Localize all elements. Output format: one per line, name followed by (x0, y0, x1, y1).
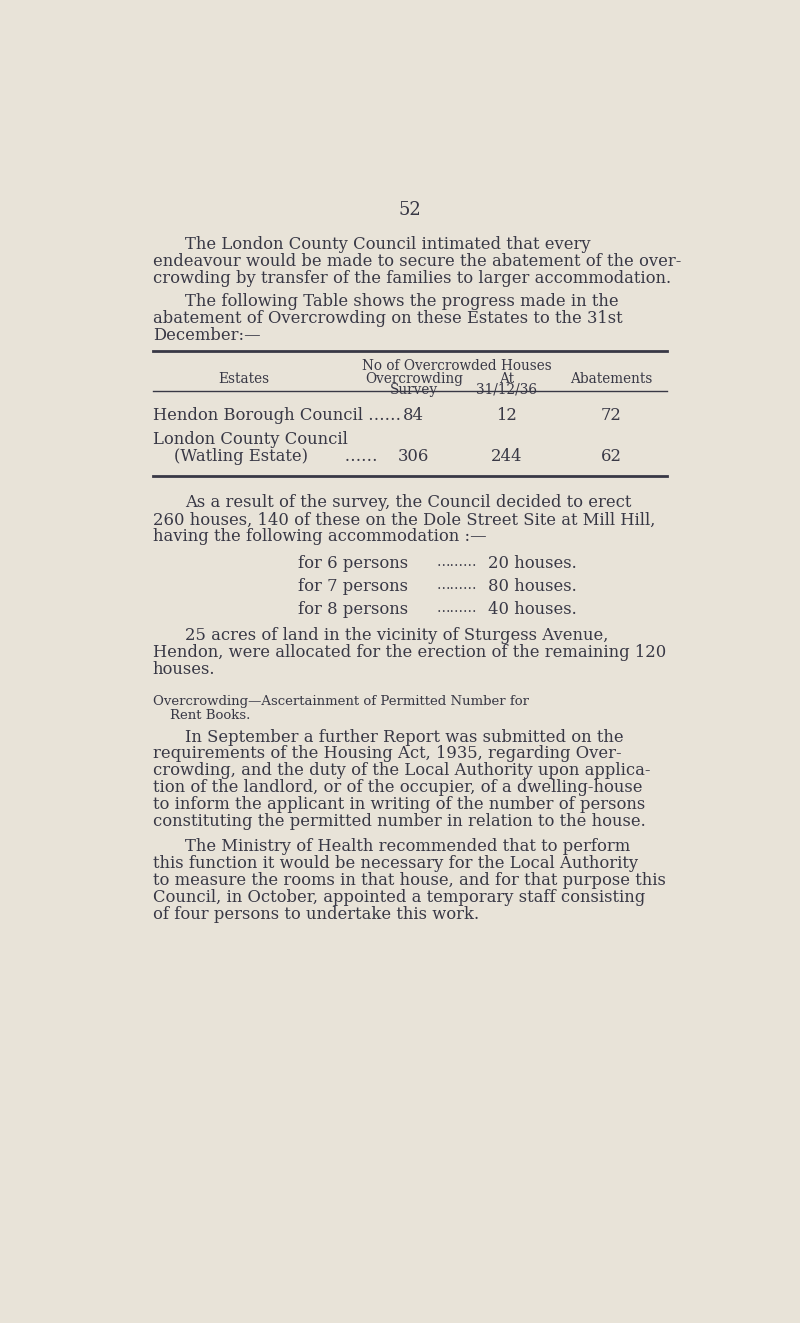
Text: The Ministry of Health recommended that to perform: The Ministry of Health recommended that … (186, 837, 630, 855)
Text: to inform the applicant in writing of the number of persons: to inform the applicant in writing of th… (153, 796, 645, 814)
Text: Hendon, were allocated for the erection of the remaining 120: Hendon, were allocated for the erection … (153, 644, 666, 662)
Text: tion of the landlord, or of the occupier, of a dwelling-house: tion of the landlord, or of the occupier… (153, 779, 642, 796)
Text: crowding by transfer of the families to larger accommodation.: crowding by transfer of the families to … (153, 270, 671, 287)
Text: 62: 62 (601, 448, 622, 466)
Text: ………: ……… (437, 601, 478, 615)
Text: Rent Books.: Rent Books. (153, 709, 250, 721)
Text: 40 houses.: 40 houses. (487, 601, 576, 618)
Text: ………: ……… (437, 554, 478, 569)
Text: to measure the rooms in that house, and for that purpose this: to measure the rooms in that house, and … (153, 872, 666, 889)
Text: of four persons to undertake this work.: of four persons to undertake this work. (153, 906, 479, 922)
Text: Council, in October, appointed a temporary staff consisting: Council, in October, appointed a tempora… (153, 889, 645, 906)
Text: for 7 persons: for 7 persons (298, 578, 408, 594)
Text: 31/12/36: 31/12/36 (476, 382, 538, 397)
Text: for 8 persons: for 8 persons (298, 601, 408, 618)
Text: abatement of Overcrowding on these Estates to the 31st: abatement of Overcrowding on these Estat… (153, 310, 622, 327)
Text: In September a further Report was submitted on the: In September a further Report was submit… (186, 729, 624, 746)
Text: Abatements: Abatements (570, 372, 653, 386)
Text: The London County Council intimated that every: The London County Council intimated that… (186, 235, 591, 253)
Text: 52: 52 (398, 201, 422, 220)
Text: Overcrowding—Ascertainment of Permitted Number for: Overcrowding—Ascertainment of Permitted … (153, 695, 529, 708)
Text: requirements of the Housing Act, 1935, regarding Over-: requirements of the Housing Act, 1935, r… (153, 745, 622, 762)
Text: Hendon Borough Council ……: Hendon Borough Council …… (153, 406, 401, 423)
Text: 80 houses.: 80 houses. (487, 578, 576, 594)
Text: Overcrowding: Overcrowding (365, 372, 463, 386)
Text: At: At (499, 372, 514, 386)
Text: 260 houses, 140 of these on the Dole Street Site at Mill Hill,: 260 houses, 140 of these on the Dole Str… (153, 512, 655, 528)
Text: December:—: December:— (153, 327, 260, 344)
Text: this function it would be necessary for the Local Authority: this function it would be necessary for … (153, 855, 638, 872)
Text: The following Table shows the progress made in the: The following Table shows the progress m… (186, 292, 619, 310)
Text: London County Council: London County Council (153, 431, 347, 448)
Text: constituting the permitted number in relation to the house.: constituting the permitted number in rel… (153, 814, 646, 831)
Text: having the following accommodation :—: having the following accommodation :— (153, 528, 486, 545)
Text: Survey: Survey (390, 382, 438, 397)
Text: endeavour would be made to secure the abatement of the over-: endeavour would be made to secure the ab… (153, 253, 681, 270)
Text: ………: ……… (437, 578, 478, 591)
Text: crowding, and the duty of the Local Authority upon applica-: crowding, and the duty of the Local Auth… (153, 762, 650, 779)
Text: 12: 12 (497, 406, 518, 423)
Text: Estates: Estates (218, 372, 269, 386)
Text: No of Overcrowded Houses: No of Overcrowded Houses (362, 359, 551, 373)
Text: 84: 84 (403, 406, 424, 423)
Text: 244: 244 (491, 448, 522, 466)
Text: houses.: houses. (153, 660, 215, 677)
Text: 20 houses.: 20 houses. (487, 554, 576, 572)
Text: for 6 persons: for 6 persons (298, 554, 408, 572)
Text: 306: 306 (398, 448, 430, 466)
Text: (Watling Estate)       ……: (Watling Estate) …… (153, 448, 378, 466)
Text: 25 acres of land in the vicinity of Sturgess Avenue,: 25 acres of land in the vicinity of Stur… (186, 627, 609, 644)
Text: As a result of the survey, the Council decided to erect: As a result of the survey, the Council d… (186, 495, 632, 512)
Text: 72: 72 (601, 406, 622, 423)
